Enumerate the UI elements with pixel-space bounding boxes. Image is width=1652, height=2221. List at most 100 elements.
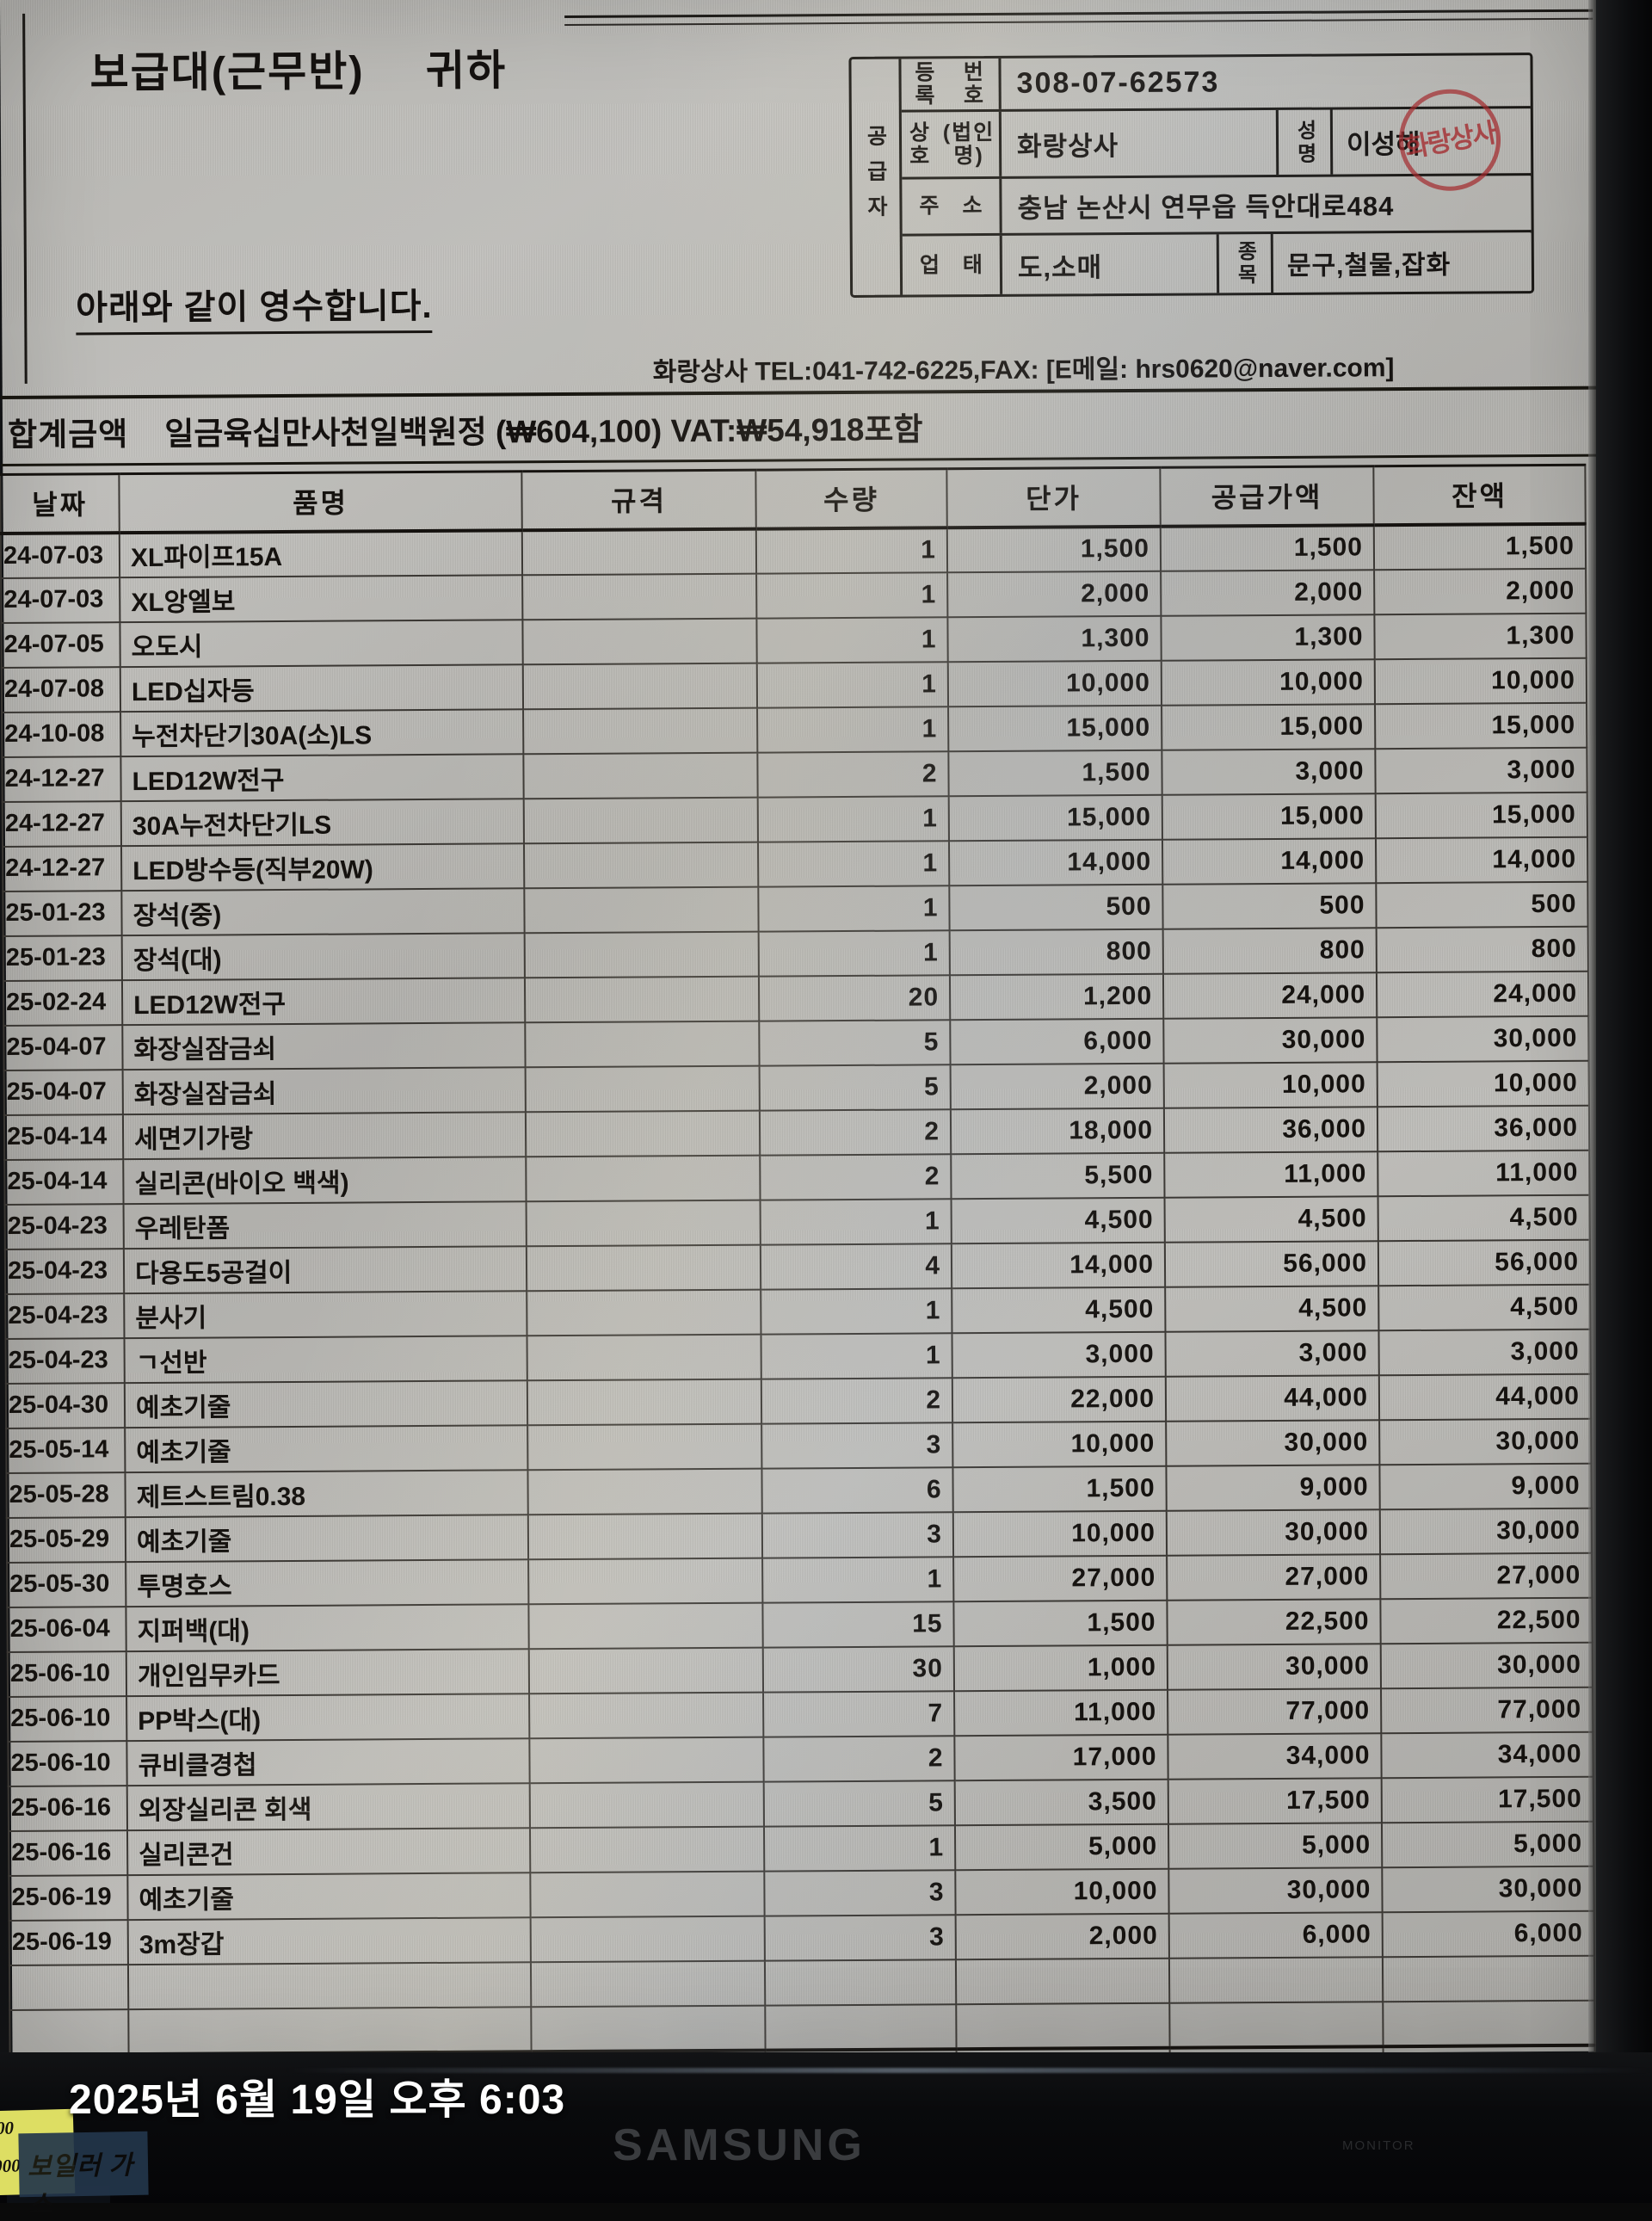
cell-balance: 4,500 — [1378, 1284, 1590, 1330]
cell-unit-price: 17,000 — [954, 1734, 1168, 1780]
cell-balance-empty — [1383, 2000, 1594, 2046]
cell-spec — [527, 1379, 761, 1425]
cell-supply-amount-empty — [1169, 1957, 1383, 2003]
cell-date: 24-12-27 — [3, 801, 121, 847]
business-type-label: 업 태 — [903, 236, 1002, 295]
cell-spec — [522, 528, 756, 575]
cell-balance: 30,000 — [1377, 1015, 1588, 1062]
cell-date: 24-12-27 — [3, 846, 121, 891]
cell-quantity: 2 — [761, 1378, 952, 1423]
cell-supply-amount: 500 — [1162, 883, 1376, 929]
cell-quantity: 1 — [759, 930, 950, 976]
cell-spec — [527, 1334, 761, 1380]
top-rule-line-2 — [564, 18, 1593, 26]
cell-supply-amount: 30,000 — [1168, 1867, 1382, 1914]
cell-item-name: 다용도5공걸이 — [124, 1246, 527, 1293]
cell-spec — [526, 1110, 760, 1157]
cell-spec — [528, 1602, 762, 1649]
cell-spec — [527, 1289, 761, 1336]
table-header-row: 날짜 품명 규격 수량 단가 공급가액 잔액 — [0, 465, 1585, 533]
cell-unit-price: 3,000 — [952, 1331, 1165, 1378]
cell-date: 25-06-19 — [9, 1920, 128, 1965]
cell-date: 25-04-23 — [5, 1293, 124, 1339]
cell-balance: 27,000 — [1380, 1552, 1592, 1599]
cell-spec — [529, 1647, 763, 1694]
cell-date: 24-07-05 — [1, 622, 120, 668]
header-date: 날짜 — [0, 474, 119, 534]
cell-quantity: 3 — [762, 1512, 953, 1558]
recipient-name: 보급대(근무반) — [89, 48, 364, 96]
header-qty: 수량 — [755, 469, 946, 528]
document-panel: 2025년 06월 19일 보급대(근무반) 귀하 아래와 같이 영수합니다. … — [0, 0, 1609, 2061]
cell-unit-price: 1,200 — [950, 973, 1163, 1020]
cell-spec — [527, 1200, 761, 1246]
cell-spec-empty — [531, 2005, 765, 2051]
supplier-side-label-text: 공급자 — [860, 124, 891, 230]
cell-supply-amount: 4,500 — [1165, 1196, 1378, 1243]
cell-spec — [529, 1692, 763, 1738]
cell-quantity: 1 — [756, 527, 947, 573]
cell-date: 24-07-03 — [1, 577, 120, 623]
cell-spec — [525, 931, 759, 978]
cell-balance-empty — [1383, 1955, 1594, 2002]
cell-date: 25-04-23 — [6, 1338, 125, 1384]
cell-spec — [523, 707, 757, 754]
cell-balance: 3,000 — [1378, 1329, 1590, 1375]
cell-supply-amount: 24,000 — [1163, 972, 1377, 1019]
cell-supply-amount: 15,000 — [1162, 704, 1375, 750]
cell-item-name: 외장실리콘 회색 — [127, 1783, 530, 1830]
cell-quantity: 5 — [764, 1780, 955, 1826]
cell-item-name: 예초기줄 — [125, 1425, 527, 1472]
cell-quantity: 4 — [761, 1243, 952, 1289]
cell-supply-amount: 5,000 — [1168, 1823, 1382, 1869]
cell-item-name: 누전차단기30A(소)LS — [120, 709, 523, 756]
cell-item-name: 화장실잠금쇠 — [122, 1022, 525, 1070]
supplier-row-company: 상 호 (법인명) 화랑상사 성명 이성해 — [902, 108, 1531, 179]
cell-item-name: 장석(대) — [122, 933, 525, 980]
cell-date: 25-02-24 — [3, 980, 122, 1026]
cell-quantity-empty — [765, 2004, 956, 2050]
cell-supply-amount: 3,000 — [1165, 1330, 1378, 1377]
total-amount-value: 일금육십만사천일백원정 (₩604,100) VAT:₩54,918포함 — [164, 403, 923, 453]
cell-date: 25-06-16 — [9, 1830, 127, 1876]
cell-unit-price: 4,500 — [952, 1197, 1165, 1243]
cell-item-name: 오도시 — [120, 620, 522, 667]
yellow-note-line-1: ,000 — [0, 2118, 14, 2140]
total-amount-banner: 합계금액 일금육십만사천일백원정 (₩604,100) VAT:₩54,918포… — [1, 386, 1597, 466]
cell-unit-price: 1,300 — [947, 615, 1161, 662]
business-type-value: 도,소매 — [1002, 234, 1217, 294]
registration-number-label: 등 록 번 호 — [901, 59, 1001, 110]
cell-supply-amount: 14,000 — [1162, 838, 1376, 885]
cell-unit-price: 15,000 — [949, 794, 1162, 841]
representative-label: 성명 — [1276, 110, 1333, 175]
cell-quantity: 5 — [760, 1064, 951, 1110]
cell-date: 24-07-08 — [2, 667, 120, 713]
cell-balance: 77,000 — [1381, 1687, 1593, 1733]
cell-date: 25-05-29 — [7, 1517, 126, 1563]
cell-spec — [529, 1737, 763, 1783]
cell-quantity: 1 — [756, 617, 947, 663]
supplier-side-label: 공급자 — [851, 59, 903, 295]
cell-supply-amount: 10,000 — [1162, 659, 1375, 706]
cell-balance: 34,000 — [1381, 1731, 1593, 1778]
cell-date: 25-06-10 — [8, 1651, 126, 1697]
cell-item-name-empty — [128, 1962, 531, 2009]
cell-date: 25-04-14 — [4, 1159, 123, 1205]
cell-date: 25-04-07 — [3, 1025, 122, 1070]
cell-item-name: XL앙엘보 — [120, 575, 522, 622]
cell-supply-amount: 6,000 — [1169, 1912, 1383, 1959]
item-category-label: 종목 — [1217, 234, 1273, 293]
cell-quantity: 2 — [760, 1154, 951, 1200]
cell-spec — [527, 1423, 761, 1470]
cell-spec — [524, 797, 758, 843]
cell-spec — [526, 1155, 760, 1201]
cell-balance: 6,000 — [1383, 1910, 1594, 1957]
cell-date: 25-05-28 — [6, 1472, 125, 1518]
cell-date: 25-06-04 — [7, 1607, 126, 1652]
reg-label-line2: 번 호 — [950, 61, 999, 107]
cell-date: 25-04-23 — [5, 1249, 124, 1294]
cell-balance: 22,500 — [1380, 1597, 1592, 1644]
cell-quantity: 20 — [759, 975, 950, 1021]
cell-balance: 9,000 — [1379, 1463, 1591, 1509]
cell-unit-price: 5,500 — [951, 1152, 1164, 1199]
